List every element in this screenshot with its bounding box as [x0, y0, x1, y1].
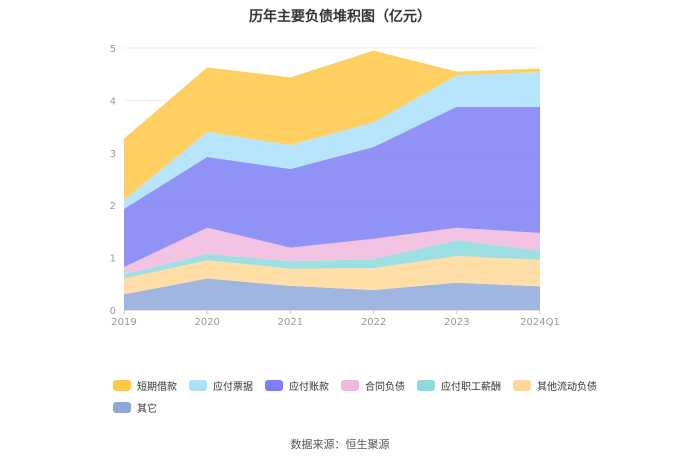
legend-item[interactable]: 应付票据	[189, 378, 253, 393]
axes: 0 1 2 3 4 5 2019 2020 2021 2022 2023 2024Q1	[110, 44, 560, 328]
area-series-其他流动负债[interactable]	[124, 256, 540, 295]
legend-label: 其他流动负债	[537, 381, 597, 393]
legend-label: 应付票据	[213, 381, 253, 393]
y-tick-label: 4	[110, 96, 116, 107]
legend-swatch	[265, 379, 283, 391]
legend-label: 其它	[137, 403, 157, 415]
legend-label: 短期借款	[137, 381, 177, 393]
area-series	[124, 50, 540, 310]
legend-swatch	[113, 401, 131, 413]
area-series-短期借款[interactable]	[124, 50, 540, 200]
legend-swatch	[189, 379, 207, 391]
legend-item[interactable]: 短期借款	[113, 378, 177, 393]
area-series-应付票据[interactable]	[124, 72, 540, 209]
area-series-合同负债[interactable]	[124, 227, 540, 275]
y-tick-label: 0	[110, 306, 116, 317]
chart-legend: 短期借款 应付票据 应付账款 合同负债 应付职工薪酬 其他流动负债其它	[113, 378, 613, 422]
legend-swatch	[113, 379, 131, 391]
chart-plot: 0 1 2 3 4 5 2019 2020 2021 2022 2023 2024Q1	[110, 44, 560, 328]
legend-item[interactable]: 其它	[113, 400, 157, 415]
legend-label: 合同负债	[365, 381, 405, 393]
legend-label: 应付账款	[289, 381, 329, 393]
y-tick-label: 5	[110, 44, 116, 55]
y-tick-label: 1	[110, 254, 116, 265]
chart-title: 历年主要负债堆积图（亿元）	[249, 9, 431, 25]
legend-item[interactable]: 合同负债	[341, 378, 405, 393]
x-tick-label: 2019	[111, 317, 136, 328]
y-tick-label: 2	[110, 201, 116, 212]
x-tick-label: 2021	[278, 317, 303, 328]
legend-item[interactable]: 应付账款	[265, 378, 329, 393]
x-tick-label: 2023	[444, 317, 469, 328]
x-tick-label: 2020	[194, 317, 219, 328]
x-tick-label: 2024Q1	[520, 317, 560, 328]
data-source-note: 数据来源：恒生聚源	[290, 438, 390, 451]
area-series-应付职工薪酬[interactable]	[124, 240, 540, 279]
legend-swatch	[417, 379, 435, 391]
y-tick-label: 3	[110, 149, 116, 160]
x-tick-label: 2022	[361, 317, 386, 328]
area-series-其它[interactable]	[124, 278, 540, 310]
legend-swatch	[513, 379, 531, 391]
legend-label: 应付职工薪酬	[441, 381, 501, 393]
area-series-应付账款[interactable]	[124, 106, 540, 268]
legend-swatch	[341, 379, 359, 391]
legend-item[interactable]: 其他流动负债	[513, 378, 597, 393]
legend-item[interactable]: 应付职工薪酬	[417, 378, 501, 393]
